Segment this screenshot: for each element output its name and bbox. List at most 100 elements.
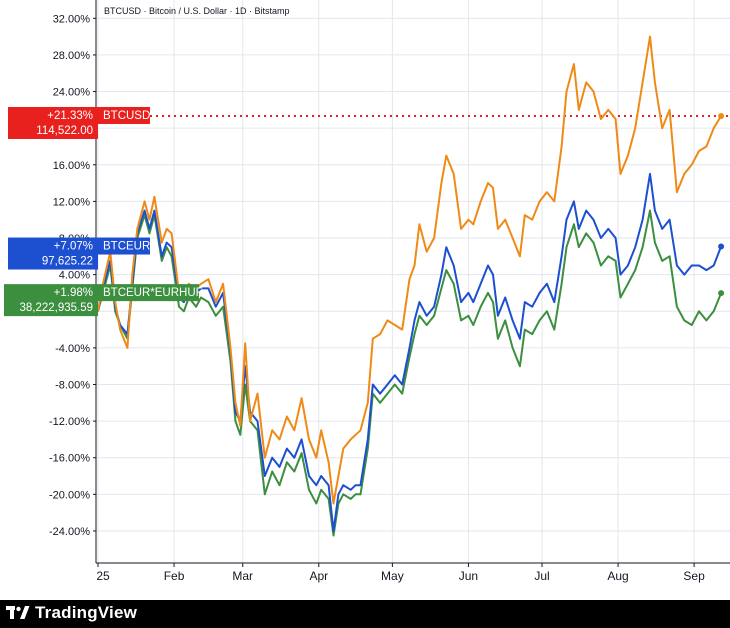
data-point [286,461,288,464]
x-tick-label: Mar [232,569,253,583]
series-end-marker [718,243,725,250]
data-point [278,438,281,441]
data-point [379,333,381,335]
data-point [239,434,242,436]
data-point [676,264,678,267]
data-point [538,292,541,294]
data-point [614,260,617,262]
data-point [560,145,563,148]
y-tick-label: -12.00% [49,416,90,428]
data-point [278,484,281,486]
data-point [207,278,210,281]
data-point [286,447,288,450]
data-point [165,246,168,248]
y-tick-label: 12.00% [53,196,91,208]
data-point [413,319,416,322]
data-point [271,429,273,432]
tradingview-logo[interactable]: TradingView [6,603,137,623]
data-point [690,264,693,267]
data-point [472,324,475,326]
brand-label: TradingView [35,603,138,622]
data-point [379,401,381,404]
data-point [126,347,129,349]
data-point [634,127,637,129]
y-tick-label: 28.00% [53,50,91,62]
data-point [308,438,310,441]
data-point [222,305,224,308]
data-point [487,292,489,294]
data-point [492,273,494,276]
data-point [627,154,629,157]
data-point [698,310,700,313]
data-point [200,296,202,299]
data-point [619,296,622,299]
data-point [607,228,610,230]
data-point [619,173,622,175]
data-point [578,246,580,248]
data-point [394,383,396,386]
data-point [487,182,489,184]
data-point [519,337,521,340]
data-point [445,246,448,248]
data-point [683,319,686,322]
data-point [538,319,541,322]
data-point [327,484,330,486]
data-point [418,315,421,317]
data-point [315,456,318,459]
data-point [183,301,185,303]
data-point [354,434,357,436]
data-point [371,337,374,340]
data-point [207,301,210,303]
chart-title: BTCUSD · Bitcoin / U.S. Dollar · 1D · Bi… [104,6,290,16]
data-point [195,305,197,308]
data-point [619,273,622,276]
series-name-tag [98,106,150,124]
data-point [705,319,708,322]
data-point [320,475,323,477]
data-point [342,493,345,496]
data-point [178,305,180,308]
data-point [332,534,335,537]
data-point [249,420,251,422]
series-name-label: BTCEUR [103,241,150,253]
data-point [492,186,494,189]
data-point [546,191,548,194]
data-point [504,218,507,221]
data-point [565,246,568,248]
data-point [445,154,448,157]
data-point [497,337,499,340]
data-point [553,200,556,203]
data-point [712,127,715,129]
data-point [239,424,242,427]
data-point [452,282,455,285]
y-tick-label: 16.00% [53,160,91,172]
data-point [349,498,352,500]
data-point [661,127,664,129]
data-point [320,429,323,432]
data-point [401,392,403,395]
data-point [661,260,664,262]
data-point [553,301,556,303]
data-point [592,90,595,93]
data-point [300,452,303,454]
data-point [573,63,575,65]
data-point [349,488,352,491]
x-tick-label: Aug [607,569,628,583]
data-point [698,150,700,152]
data-point [264,456,266,459]
data-point [668,218,671,221]
data-point [386,392,389,395]
data-point [649,35,651,38]
data-point [661,228,664,230]
data-point [479,282,482,285]
data-point [600,118,602,120]
data-point [315,484,318,486]
chart-svg[interactable]: 32.00%28.00%24.00%20.00%16.00%12.00%8.00… [0,0,730,600]
series-end-marker [718,290,725,297]
data-point [418,301,421,303]
data-point [600,237,602,239]
data-point [386,383,389,386]
data-point [614,118,617,120]
data-point [408,356,411,358]
